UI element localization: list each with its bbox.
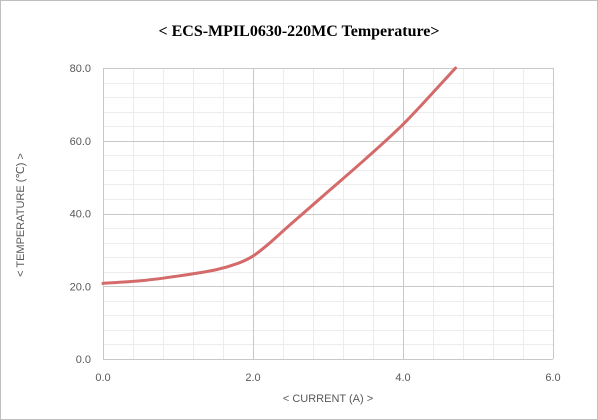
minor-gridlines bbox=[103, 68, 554, 360]
x-tick-label: 4.0 bbox=[395, 372, 410, 384]
y-tick-label: 0.0 bbox=[76, 354, 91, 366]
y-axis-label: < TEMPERATURE (℃) > bbox=[15, 153, 27, 277]
x-axis-label: < CURRENT (A) > bbox=[283, 393, 373, 405]
major-gridlines bbox=[103, 68, 554, 360]
tick-labels: 0.0 2.0 4.0 6.0 0.0 20.0 40.0 60.0 80.0 bbox=[70, 63, 561, 384]
temperature-series-line bbox=[101, 66, 457, 285]
y-tick-label: 60.0 bbox=[70, 136, 91, 148]
y-tick-label: 80.0 bbox=[70, 63, 91, 75]
series-layer bbox=[101, 66, 457, 285]
x-tick-label: 6.0 bbox=[545, 372, 560, 384]
y-tick-label: 20.0 bbox=[70, 281, 91, 293]
chart-title: < ECS-MPIL0630-220MC Temperature> bbox=[158, 23, 440, 40]
x-tick-label: 2.0 bbox=[245, 372, 260, 384]
x-tick-label: 0.0 bbox=[95, 372, 110, 384]
y-tick-label: 40.0 bbox=[70, 209, 91, 221]
